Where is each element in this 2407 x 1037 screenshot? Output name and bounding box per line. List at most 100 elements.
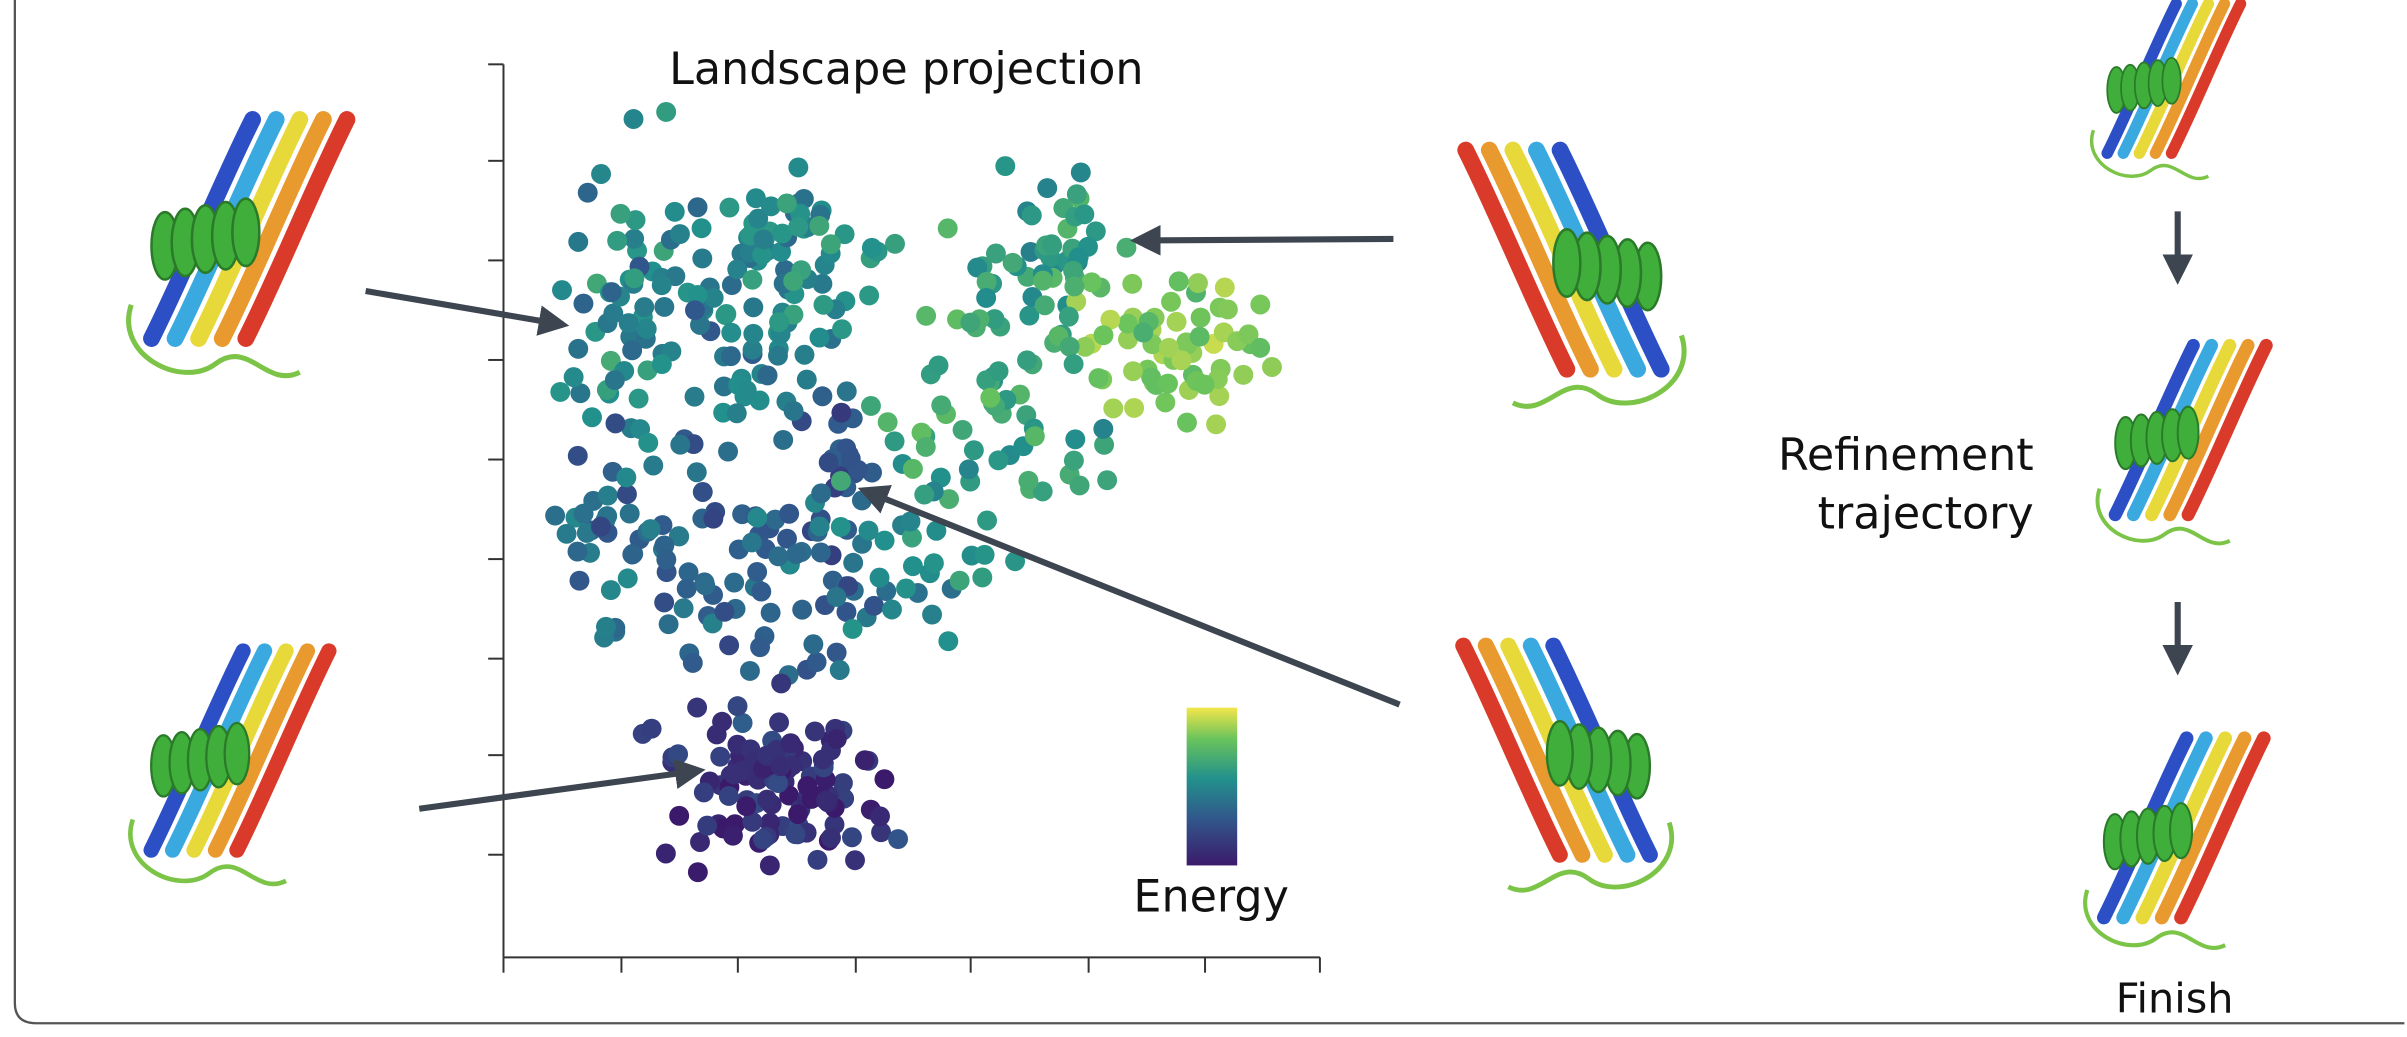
point bbox=[578, 183, 598, 203]
point bbox=[859, 521, 879, 541]
point bbox=[870, 806, 890, 826]
helix-turn bbox=[1547, 721, 1573, 785]
point bbox=[570, 571, 590, 591]
point bbox=[716, 304, 736, 324]
point bbox=[718, 442, 738, 462]
point bbox=[601, 580, 621, 600]
point bbox=[742, 532, 762, 552]
protein bbox=[1463, 646, 1671, 891]
point bbox=[882, 600, 902, 620]
point bbox=[743, 297, 763, 317]
protein bbox=[1466, 150, 1684, 406]
point bbox=[654, 297, 674, 317]
point bbox=[622, 340, 642, 360]
point bbox=[1133, 323, 1153, 343]
point bbox=[1074, 204, 1094, 224]
point bbox=[1017, 350, 1037, 370]
point bbox=[785, 824, 805, 844]
point bbox=[788, 217, 808, 237]
point bbox=[803, 634, 823, 654]
point bbox=[751, 582, 771, 602]
point bbox=[768, 346, 788, 366]
point bbox=[747, 562, 767, 582]
colorbar bbox=[1187, 708, 1238, 866]
point bbox=[861, 396, 881, 416]
point bbox=[1022, 205, 1042, 225]
point bbox=[811, 483, 831, 503]
point bbox=[771, 756, 791, 776]
point bbox=[977, 511, 997, 531]
point bbox=[545, 506, 565, 526]
point bbox=[792, 600, 812, 620]
point bbox=[573, 294, 593, 314]
point bbox=[843, 553, 863, 573]
point bbox=[837, 381, 857, 401]
point bbox=[1064, 276, 1084, 296]
point bbox=[724, 573, 744, 593]
point bbox=[1071, 163, 1091, 183]
point bbox=[827, 729, 847, 749]
point bbox=[1065, 429, 1085, 449]
protein bbox=[2098, 345, 2267, 543]
point bbox=[758, 365, 778, 385]
point bbox=[1103, 398, 1123, 418]
point bbox=[771, 674, 791, 694]
point bbox=[922, 605, 942, 625]
colorbar-label: Energy bbox=[1133, 871, 1288, 922]
point bbox=[740, 661, 760, 681]
point bbox=[938, 218, 958, 238]
point bbox=[624, 268, 644, 288]
point bbox=[634, 297, 654, 317]
point bbox=[827, 587, 847, 607]
point bbox=[697, 816, 717, 836]
point bbox=[694, 782, 714, 802]
point bbox=[859, 286, 879, 306]
point bbox=[1250, 295, 1270, 315]
point bbox=[788, 804, 808, 824]
point bbox=[1191, 308, 1211, 328]
point bbox=[605, 370, 625, 390]
point bbox=[885, 234, 905, 254]
point bbox=[742, 270, 762, 290]
point bbox=[1195, 375, 1215, 395]
point bbox=[727, 403, 747, 423]
point bbox=[1124, 398, 1144, 418]
point bbox=[710, 747, 730, 767]
point bbox=[557, 524, 577, 544]
point bbox=[693, 482, 713, 502]
scatter-cloud bbox=[545, 102, 1282, 882]
point bbox=[874, 769, 894, 789]
point bbox=[831, 517, 851, 537]
point bbox=[695, 575, 715, 595]
point bbox=[995, 156, 1015, 176]
point bbox=[607, 231, 627, 251]
point bbox=[784, 401, 804, 421]
point bbox=[659, 614, 679, 634]
point bbox=[1003, 253, 1023, 273]
point bbox=[1094, 325, 1114, 345]
point bbox=[619, 313, 639, 333]
point bbox=[1250, 338, 1270, 358]
point bbox=[656, 844, 676, 864]
point bbox=[916, 306, 936, 326]
point bbox=[692, 248, 712, 268]
point bbox=[643, 456, 663, 476]
point bbox=[687, 698, 707, 718]
point bbox=[707, 725, 727, 745]
point bbox=[723, 826, 743, 846]
helix-turn bbox=[232, 199, 259, 266]
point bbox=[688, 197, 708, 217]
point bbox=[885, 431, 905, 451]
point bbox=[781, 733, 801, 753]
point bbox=[870, 568, 890, 588]
point bbox=[568, 339, 588, 359]
helix-turn bbox=[1553, 229, 1580, 296]
point bbox=[1206, 414, 1226, 434]
point bbox=[1033, 271, 1053, 291]
point bbox=[719, 635, 739, 655]
point bbox=[1088, 368, 1108, 388]
point bbox=[1177, 413, 1197, 433]
point bbox=[809, 216, 829, 236]
point bbox=[1059, 307, 1079, 327]
refinement-label: trajectory bbox=[1818, 488, 2034, 539]
